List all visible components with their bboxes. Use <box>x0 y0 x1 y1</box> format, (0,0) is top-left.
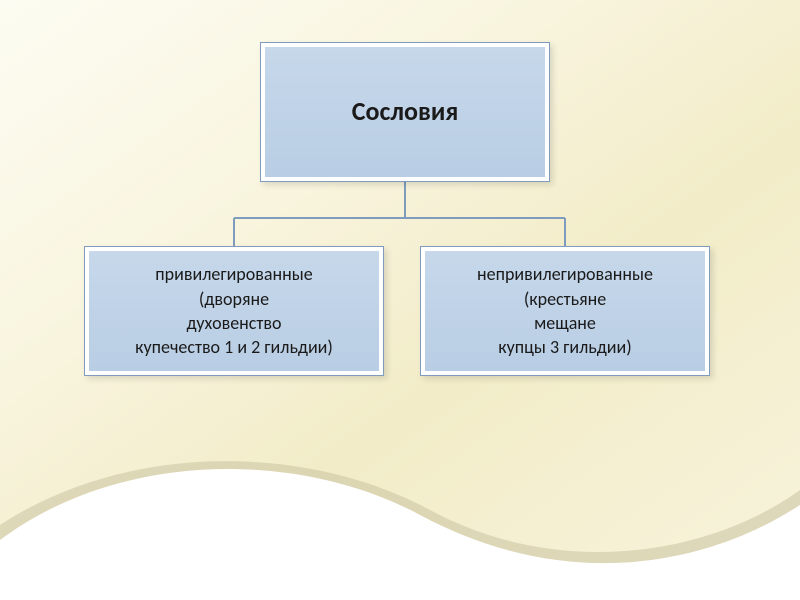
node-text-line: мещане <box>534 311 596 335</box>
node-text-line: купечество 1 и 2 гильдии) <box>135 335 333 359</box>
node-text-line: Сословия <box>352 94 459 129</box>
slide: Сословия привилегированные(дворянедуховен… <box>0 0 800 600</box>
hierarchy-diagram: Сословия привилегированные(дворянедуховен… <box>0 0 800 420</box>
node-text-line: привилегированные <box>155 262 312 286</box>
child-node: привилегированные(дворянедуховенствокупе… <box>84 246 384 376</box>
node-text-line: (дворяне <box>199 287 269 311</box>
node-text-line: духовенство <box>187 311 282 335</box>
child-node: непривилегированные(крестьянемещанекупцы… <box>420 246 710 376</box>
decorative-wave <box>0 420 800 600</box>
node-text-line: непривилегированные <box>477 262 653 286</box>
root-node: Сословия <box>260 42 550 182</box>
node-text-line: купцы 3 гильдии) <box>498 335 631 359</box>
node-text-line: (крестьяне <box>524 287 606 311</box>
